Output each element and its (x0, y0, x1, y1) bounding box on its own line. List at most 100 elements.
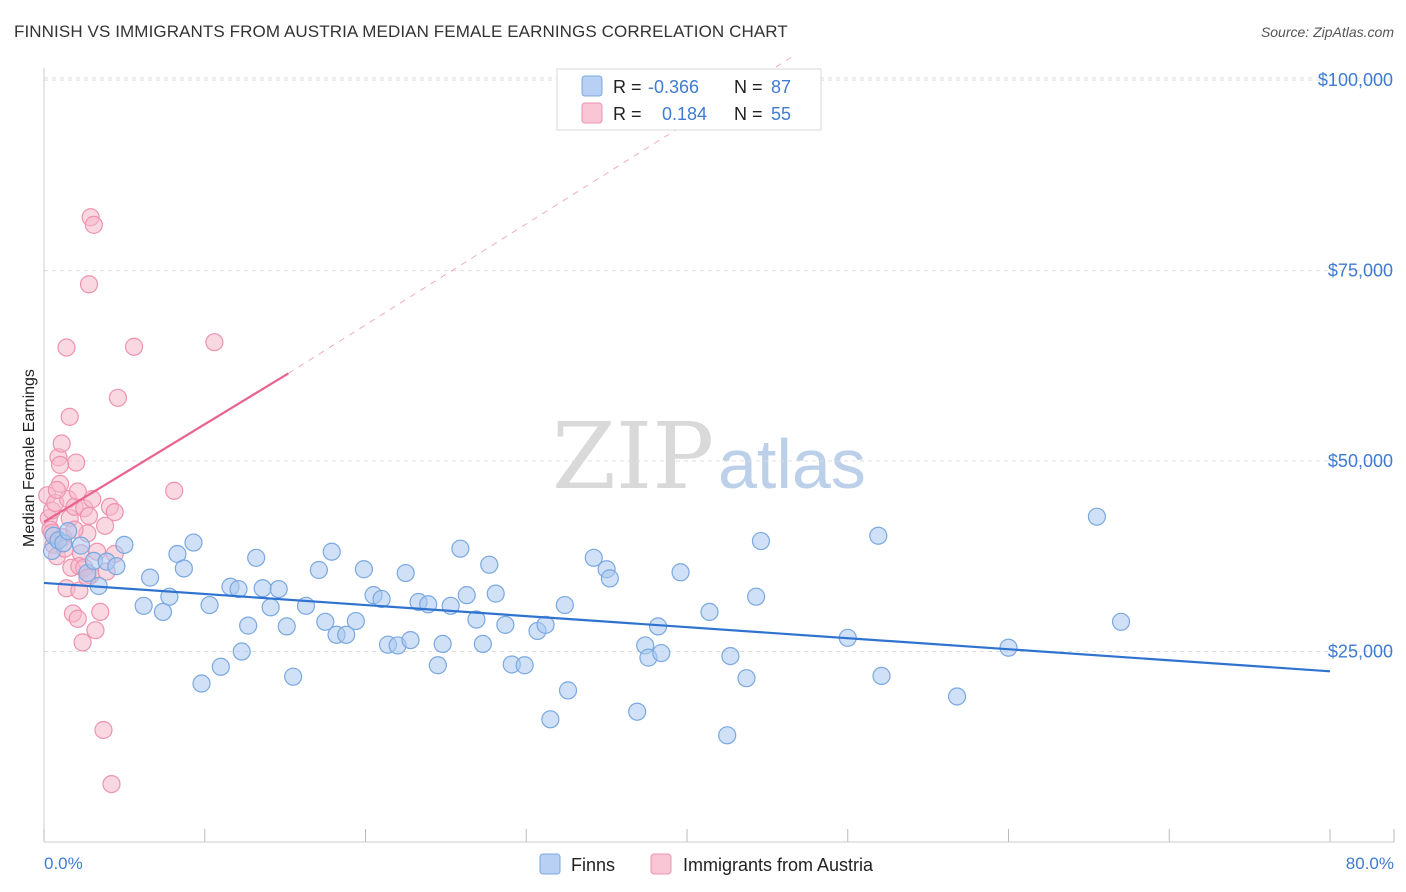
point-finns (999, 638, 1018, 657)
legend-finns-n-value: 87 (771, 77, 791, 97)
point-finns (322, 542, 341, 561)
point-finns (59, 522, 78, 541)
point-finns (671, 563, 690, 582)
point-finns (261, 598, 280, 617)
watermark-zip: ZIP (552, 403, 714, 510)
watermark-atlas: atlas (718, 425, 866, 503)
x-tick-label-max: 80.0% (1346, 854, 1394, 873)
point-finns (473, 634, 492, 654)
legend-austria-r-value: 0.184 (662, 104, 707, 124)
point-finns (184, 533, 203, 552)
point-finns (200, 595, 219, 615)
point-austria (95, 516, 115, 535)
point-finns (134, 596, 153, 615)
point-finns (515, 656, 534, 675)
point-austria (205, 333, 224, 352)
point-finns (174, 559, 193, 578)
point-austria (68, 609, 87, 628)
point-finns (751, 531, 771, 551)
point-finns (451, 539, 470, 558)
series-finns (42, 507, 1131, 745)
point-austria (57, 338, 76, 357)
point-finns (480, 555, 499, 574)
point-austria (94, 720, 113, 740)
legend-bottom-swatch-austria (650, 853, 672, 875)
gridlines (44, 77, 1394, 653)
legend-austria-r-label: R = (613, 104, 642, 124)
point-austria (52, 434, 71, 453)
legend-bottom-austria: Immigrants from Austria (683, 855, 874, 875)
point-austria (47, 480, 66, 500)
y-tick-label: $100,000 (1318, 70, 1393, 90)
point-finns (747, 587, 766, 606)
point-finns (721, 646, 740, 666)
point-austria (105, 502, 124, 522)
point-finns (652, 643, 671, 663)
point-finns (115, 535, 134, 554)
point-finns (1111, 612, 1131, 631)
point-finns (628, 702, 647, 721)
point-austria (124, 337, 144, 356)
legend-finns-n-label: N = (734, 77, 763, 97)
point-finns (107, 557, 126, 576)
point-finns (192, 674, 211, 693)
point-austria (102, 774, 121, 794)
point-finns (872, 666, 891, 686)
point-finns (584, 548, 603, 567)
y-tick-label: $75,000 (1328, 261, 1393, 281)
point-finns (428, 656, 447, 675)
point-finns (433, 634, 452, 654)
point-finns (269, 579, 288, 599)
point-finns (277, 617, 296, 636)
point-finns (316, 612, 335, 631)
point-finns (947, 687, 967, 706)
legend-swatch-austria (581, 102, 603, 124)
point-finns (309, 560, 328, 580)
point-finns (457, 586, 476, 605)
point-finns (337, 625, 356, 644)
y-tick-labels: $25,000 $50,000 $75,000 $100,000 (1318, 70, 1393, 661)
y-tick-label: $25,000 (1328, 642, 1393, 662)
legend-top: R = -0.366 N = 87 R = 0.184 N = 55 (556, 68, 822, 131)
point-austria (108, 388, 128, 407)
point-finns (737, 669, 756, 688)
point-finns (211, 657, 230, 676)
point-austria (67, 453, 86, 472)
legend-finns-r-value: -0.366 (648, 77, 699, 97)
point-finns (229, 579, 248, 599)
trend-lines (43, 56, 1331, 673)
point-finns (869, 526, 888, 545)
point-finns (247, 548, 266, 567)
trend-line-finns (43, 581, 1331, 673)
legend-austria-n-label: N = (734, 104, 763, 124)
point-finns (239, 616, 258, 635)
point-finns (600, 569, 619, 588)
point-finns (541, 710, 560, 729)
point-finns (140, 568, 160, 587)
legend-austria-n-value: 55 (771, 104, 791, 124)
point-austria (86, 621, 105, 640)
point-austria (79, 506, 99, 526)
point-finns (700, 602, 719, 622)
point-finns (1087, 507, 1107, 526)
chart-title: FINNISH VS IMMIGRANTS FROM AUSTRIA MEDIA… (14, 22, 788, 41)
point-finns (153, 602, 173, 622)
legend-finns-r-label: R = (613, 77, 642, 97)
point-austria (50, 455, 70, 474)
source-label: Source: ZipAtlas.com (1260, 24, 1394, 40)
point-finns (496, 615, 515, 634)
series-austria (38, 208, 224, 794)
legend-bottom: Finns Immigrants from Austria (539, 853, 874, 875)
point-finns (401, 630, 420, 650)
trend-line-austria (43, 372, 289, 523)
point-austria (79, 275, 99, 294)
point-finns (396, 563, 415, 583)
point-finns (346, 611, 365, 631)
x-tick-label-min: 0.0% (44, 854, 83, 873)
point-finns (71, 536, 91, 555)
point-austria (84, 215, 103, 234)
point-austria (91, 602, 110, 622)
legend-bottom-swatch-finns (539, 853, 561, 875)
y-tick-label: $50,000 (1328, 451, 1393, 471)
